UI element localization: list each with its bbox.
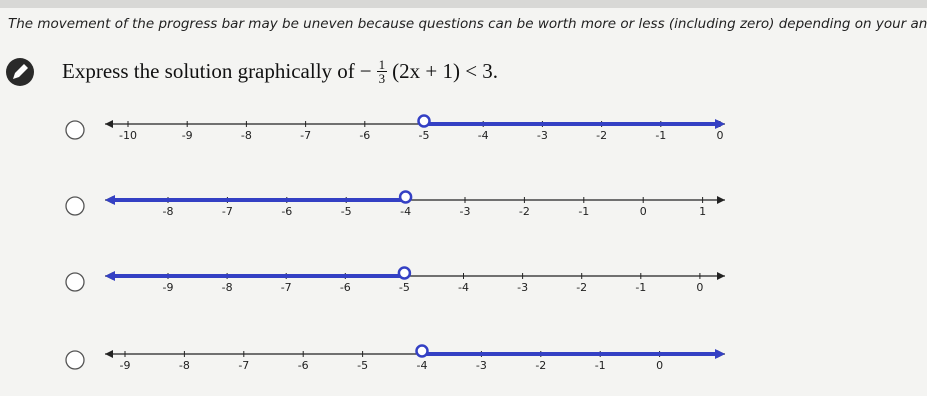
open-point	[398, 190, 413, 204]
arrow-left	[105, 350, 113, 358]
tick-label: 0	[656, 359, 663, 372]
open-point	[397, 266, 412, 280]
radio-button[interactable]	[65, 350, 85, 370]
tick-label: -7	[300, 129, 311, 142]
tick-label: -1	[635, 281, 646, 294]
radio-button[interactable]	[65, 196, 85, 216]
radio-button[interactable]	[65, 272, 85, 292]
tick-label: -8	[179, 359, 190, 372]
instruction: The movement of the progress bar may be …	[8, 16, 927, 32]
tick-label: 1	[699, 205, 706, 218]
open-point	[417, 114, 431, 128]
tick-label: -9	[120, 359, 131, 372]
tick-label: -2	[596, 129, 607, 142]
tick-label: -8	[163, 205, 174, 218]
tick-label: -1	[655, 129, 666, 142]
tick-label: -5	[399, 281, 410, 294]
tick-label: -1	[595, 359, 606, 372]
tick-label: -10	[119, 129, 137, 142]
tick-label: -2	[576, 281, 587, 294]
option[interactable]: -10 -9 -8 -7 -6 -5 -4 -3 -2 -1 0	[65, 114, 725, 143]
tick-label: 0	[717, 129, 724, 142]
tick-label: -5	[341, 205, 352, 218]
tick-label: -4	[400, 205, 411, 218]
expression: (2x + 1) < 3.	[392, 59, 499, 83]
solution-arrow	[105, 195, 115, 205]
option[interactable]: -9 -8 -7 -6 -5 -4 -3 -2 -1 0	[65, 266, 725, 295]
tick-label: -9	[163, 281, 174, 294]
solution-arrow	[105, 271, 115, 281]
tick-label: -4	[458, 281, 469, 294]
arrow-right	[717, 196, 725, 204]
prompt: Express the solution graphically of	[62, 59, 355, 83]
tick-label: -4	[417, 359, 428, 372]
tick-label: -2	[535, 359, 546, 372]
tick-label: -4	[478, 129, 489, 142]
tick-label: -7	[222, 205, 233, 218]
sign: −	[359, 59, 372, 83]
tick-label: 0	[696, 281, 703, 294]
tick-label: -6	[281, 205, 292, 218]
tick-label: -8	[241, 129, 252, 142]
tick-label: -6	[359, 129, 370, 142]
tick-label: -5	[357, 359, 368, 372]
radio-button[interactable]	[65, 120, 85, 140]
tick-label: -6	[340, 281, 351, 294]
solution-arrow	[715, 349, 725, 359]
tick-label: -1	[578, 205, 589, 218]
pencil-glyph	[13, 64, 28, 79]
option[interactable]: -8 -7 -6 -5 -4 -3 -2 -1 0 1	[65, 190, 725, 219]
tick-label: -7	[281, 281, 292, 294]
tick-label: 0	[640, 205, 647, 218]
option[interactable]: -9 -8 -7 -6 -5 -4 -3 -2 -1 0	[65, 344, 725, 373]
numerator: 1	[376, 57, 388, 72]
progress-bar	[0, 0, 927, 8]
tick-label: -2	[519, 205, 530, 218]
tick-label: -3	[460, 205, 471, 218]
solution-arrow	[715, 119, 725, 129]
tick-label: -5	[419, 129, 430, 142]
tick-label: -9	[182, 129, 193, 142]
tick-label: -3	[517, 281, 528, 294]
tick-label: -3	[476, 359, 487, 372]
arrow-left	[105, 120, 113, 128]
tick-label: -8	[222, 281, 233, 294]
tick-label: -3	[537, 129, 548, 142]
tick-label: -6	[298, 359, 309, 372]
tick-label: -7	[238, 359, 249, 372]
arrow-right	[717, 272, 725, 280]
denominator: 3	[378, 71, 386, 86]
open-point	[415, 344, 429, 358]
